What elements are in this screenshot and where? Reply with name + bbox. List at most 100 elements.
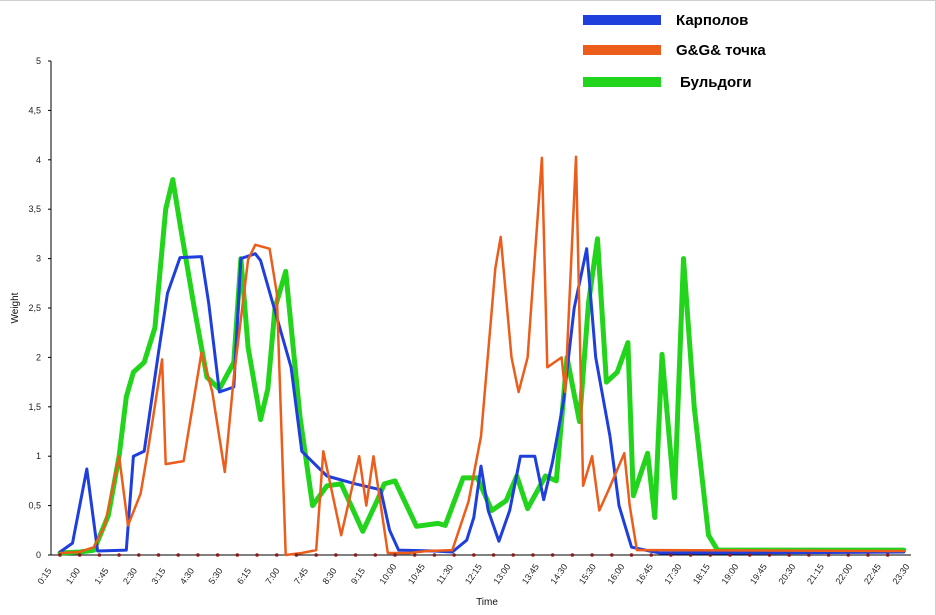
y-tick-label: 2 bbox=[36, 352, 41, 362]
x-tick-label: 10:45 bbox=[406, 562, 427, 586]
x-point-marker bbox=[846, 553, 851, 557]
x-point-marker bbox=[511, 553, 516, 557]
x-tick-label: 16:45 bbox=[634, 562, 655, 586]
x-point-marker bbox=[531, 553, 535, 557]
x-point-marker bbox=[373, 553, 378, 557]
x-tick-label: 3:15 bbox=[149, 566, 167, 586]
y-tick-label: 4 bbox=[36, 155, 41, 165]
x-tick-label: 7:45 bbox=[292, 566, 310, 586]
legend-label: G&G& точка bbox=[676, 42, 766, 59]
x-point-marker bbox=[255, 553, 259, 557]
x-tick-label: 1:00 bbox=[64, 566, 82, 586]
x-tick-label: 9:15 bbox=[349, 566, 367, 586]
x-point-marker bbox=[728, 553, 732, 557]
x-tick-label: 6:15 bbox=[235, 566, 253, 586]
y-tick-label: 3,5 bbox=[28, 204, 41, 214]
x-tick-label: 15:30 bbox=[577, 562, 598, 586]
x-point-marker bbox=[353, 553, 358, 557]
y-tick-label: 0,5 bbox=[28, 501, 41, 511]
x-tick-label: 23:30 bbox=[890, 562, 911, 586]
x-point-marker bbox=[609, 553, 614, 557]
x-point-marker bbox=[432, 553, 437, 557]
x-point-marker bbox=[136, 553, 141, 557]
x-point-marker bbox=[117, 553, 121, 557]
legend-swatch bbox=[583, 15, 661, 25]
x-point-marker bbox=[274, 553, 279, 557]
x-point-marker bbox=[807, 553, 811, 557]
x-point-marker bbox=[570, 553, 575, 557]
series-lines bbox=[57, 155, 907, 557]
x-tick-label: 4:30 bbox=[178, 566, 196, 586]
x-tick-label: 12:15 bbox=[463, 562, 484, 586]
y-tick-label: 3 bbox=[36, 254, 41, 264]
x-tick-label: 11:30 bbox=[434, 563, 455, 587]
x-point-marker bbox=[196, 553, 200, 557]
x-tick-label: 22:00 bbox=[833, 562, 854, 586]
x-point-marker bbox=[452, 553, 456, 557]
x-tick-label: 0:15 bbox=[35, 566, 53, 586]
x-tick-label: 13:45 bbox=[520, 562, 541, 586]
x-tick-label: 18:15 bbox=[691, 562, 712, 586]
x-point-marker bbox=[826, 553, 831, 557]
x-tick-label: 22:45 bbox=[862, 562, 883, 586]
x-markers bbox=[58, 553, 890, 557]
x-tick-label: 5:30 bbox=[206, 566, 224, 586]
series-line-1 bbox=[58, 155, 906, 557]
legend-label: Бульдоги bbox=[680, 74, 752, 91]
x-point-marker bbox=[550, 553, 555, 557]
x-point-marker bbox=[866, 553, 870, 557]
series-line-0 bbox=[58, 247, 906, 555]
x-tick-label: 16:00 bbox=[605, 562, 626, 586]
x-point-marker bbox=[156, 553, 161, 557]
x-tick-label: 21:15 bbox=[805, 562, 826, 586]
x-point-marker bbox=[235, 553, 240, 557]
x-point-marker bbox=[649, 553, 654, 557]
x-point-marker bbox=[491, 553, 496, 557]
legend-label: Карполов bbox=[676, 12, 748, 29]
x-point-marker bbox=[294, 553, 299, 557]
x-point-marker bbox=[787, 553, 791, 557]
x-point-marker bbox=[747, 553, 752, 557]
x-tick-label: 7:00 bbox=[263, 566, 281, 586]
x-point-marker bbox=[767, 553, 772, 557]
x-point-marker bbox=[590, 553, 594, 557]
y-axis-title: Weight bbox=[10, 292, 21, 323]
x-point-marker bbox=[314, 553, 318, 557]
y-tick-label: 4,5 bbox=[28, 105, 41, 115]
x-tick-label: 2:30 bbox=[121, 566, 139, 586]
x-point-marker bbox=[885, 553, 890, 557]
x-tick-label: 14:30 bbox=[548, 562, 569, 586]
x-point-marker bbox=[77, 553, 82, 557]
legend-swatch bbox=[583, 77, 661, 87]
y-tick-label: 1 bbox=[36, 451, 41, 461]
x-tick-label: 17:30 bbox=[662, 562, 683, 586]
x-point-marker bbox=[412, 553, 417, 557]
x-point-marker bbox=[629, 553, 634, 557]
x-tick-label: 10:00 bbox=[377, 562, 398, 586]
x-tick-label: 19:45 bbox=[748, 562, 769, 586]
x-tick-label: 20:30 bbox=[776, 562, 797, 586]
x-tick-label: 8:30 bbox=[320, 566, 338, 586]
x-tick-label: 13:00 bbox=[491, 562, 512, 586]
legend: Карполов G&G& точка Бульдоги bbox=[583, 12, 766, 91]
y-tick-label: 1,5 bbox=[28, 402, 41, 412]
y-tick-label: 2,5 bbox=[28, 303, 41, 313]
x-point-marker bbox=[669, 553, 673, 557]
series-line-2 bbox=[57, 177, 907, 556]
x-point-marker bbox=[334, 553, 338, 557]
x-point-marker bbox=[472, 553, 476, 557]
x-tick-label: 19:00 bbox=[719, 562, 740, 586]
x-point-marker bbox=[58, 553, 62, 557]
x-point-marker bbox=[176, 553, 181, 557]
x-tick-label: 1:45 bbox=[92, 566, 110, 586]
y-tick-label: 0 bbox=[36, 550, 41, 560]
x-point-marker bbox=[708, 553, 713, 557]
legend-swatch bbox=[583, 45, 661, 55]
x-point-marker bbox=[393, 553, 397, 557]
y-tick-label: 5 bbox=[36, 56, 41, 66]
x-axis-title: Time bbox=[476, 597, 498, 608]
x-point-marker bbox=[215, 553, 220, 557]
